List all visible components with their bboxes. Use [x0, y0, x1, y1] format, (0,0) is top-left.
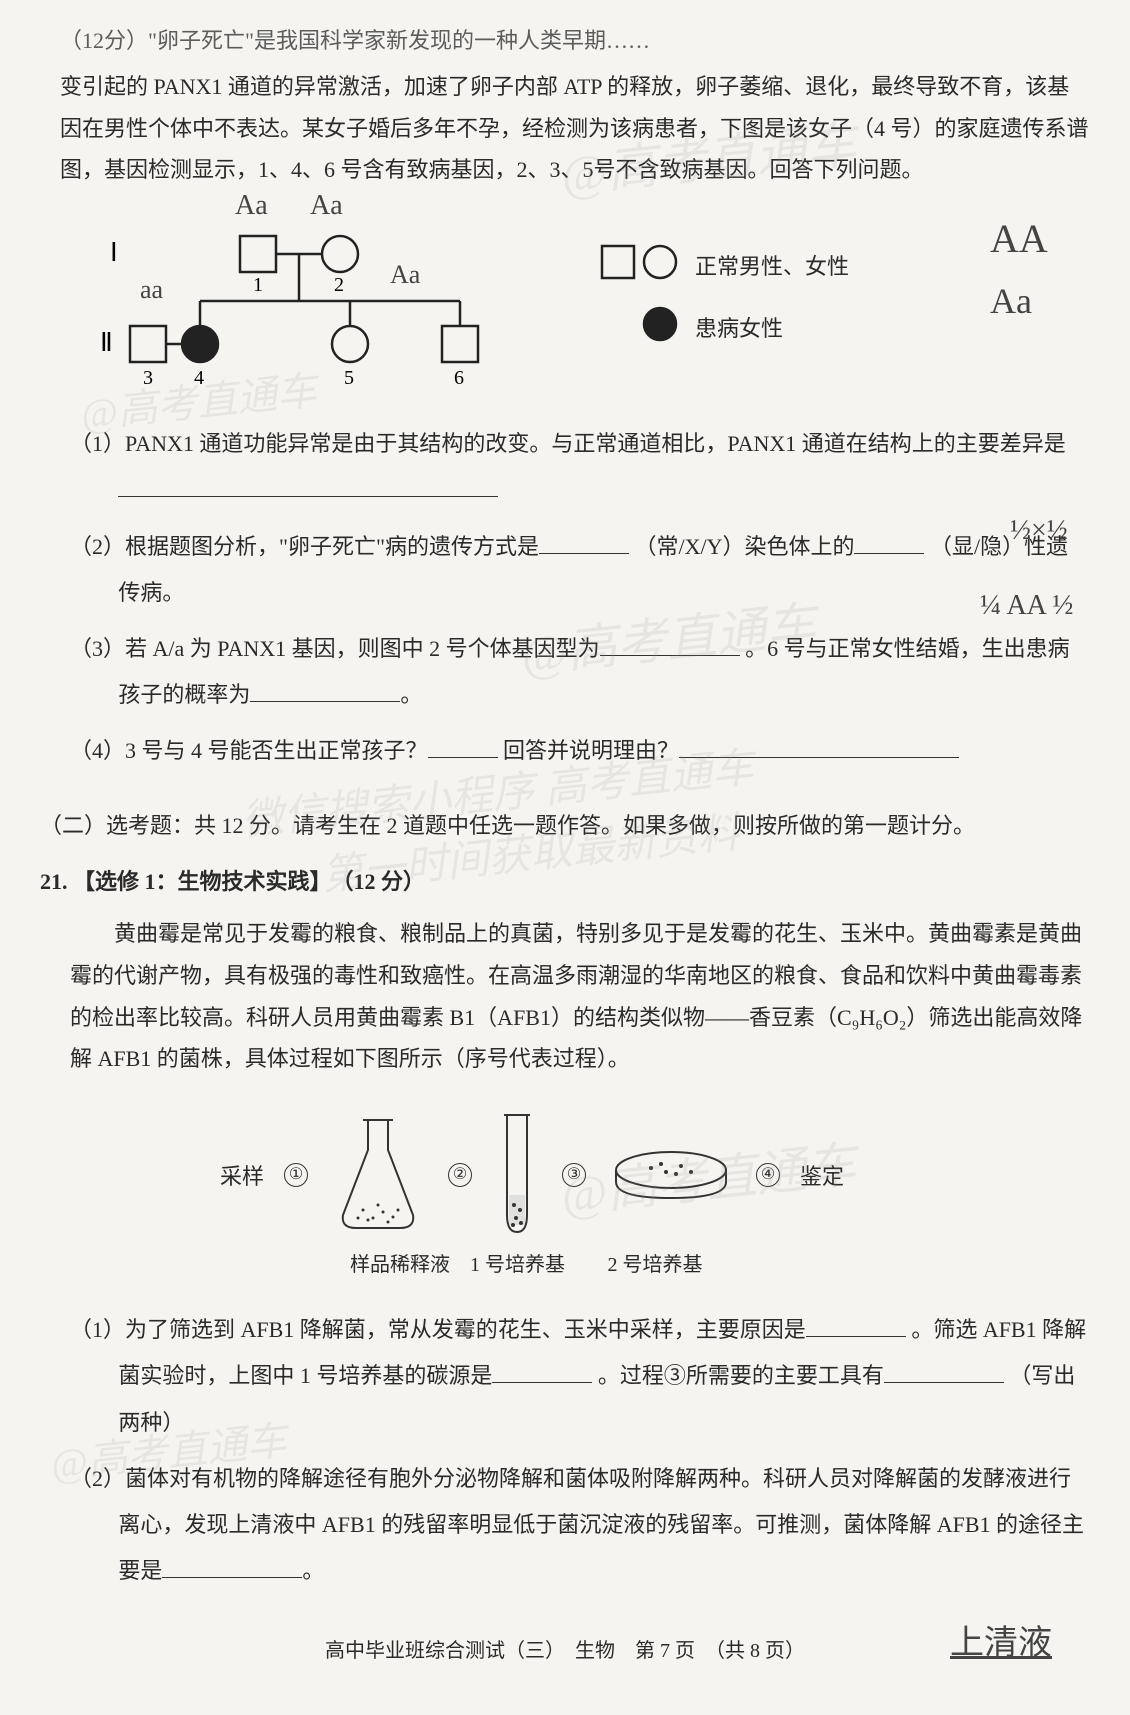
- pedigree-label-5: 5: [344, 367, 354, 389]
- intro-partial: （12分）"卵子死亡"是我国科学家新发现的一种人类早期……: [60, 20, 1090, 62]
- blank: [118, 475, 498, 497]
- page-footer: 高中毕业班综合测试（三） 生物 第 7 页 （共 8 页）: [40, 1634, 1090, 1663]
- blank: [162, 1556, 302, 1578]
- blank: [854, 532, 924, 554]
- pedigree-label-1: 1: [253, 274, 263, 296]
- label-medium1: 1 号培养基: [465, 1248, 570, 1277]
- q21-paragraph: 黄曲霉是常见于发霉的粮食、粮制品上的真菌，特别多见于是发霉的花生、玉米中。黄曲霉…: [70, 913, 1090, 1080]
- blank: [884, 1361, 1004, 1383]
- q2a-text: （2）根据题图分析，"卵子死亡"病的遗传方式是: [70, 534, 539, 559]
- q21-title: 21. 【选修 1：生物技术实践】 （12 分）: [40, 861, 1090, 903]
- q21-sub2: （2）菌体对有机物的降解途径有胞外分泌物降解和菌体吸附降解两种。科研人员对降解菌…: [70, 1456, 1090, 1595]
- pedigree-label-3: 3: [143, 367, 153, 389]
- question-1: （1）PANX1 通道功能异常是由于其结构的改变。与正常通道相比，PANX1 通…: [70, 421, 1090, 513]
- screening-diagram: 采样 ① ② ③: [220, 1110, 1090, 1277]
- label-dilution: 样品稀释液: [335, 1248, 465, 1277]
- diagram-sampling-label: 采样: [220, 1159, 264, 1191]
- pedigree-male-3: [130, 326, 166, 362]
- q21-1a-text: （1）为了筛选到 AFB1 降解菌，常从发霉的花生、玉米中采样，主要原因是: [70, 1317, 806, 1342]
- legend-text-normal: 正常男性、女性: [695, 249, 849, 281]
- petri-dish-icon: [606, 1140, 736, 1210]
- question-3: （3）若 A/a 为 PANX1 基因，则图中 2 号个体基因型为 。6 号与正…: [70, 626, 1090, 718]
- blank: [539, 532, 629, 554]
- flask-icon: [328, 1110, 428, 1240]
- blank: [250, 680, 400, 702]
- step-1-icon: ①: [284, 1163, 308, 1187]
- test-tube-icon: [492, 1110, 542, 1240]
- step-3-icon: ③: [562, 1163, 586, 1187]
- pedigree-label-4: 4: [194, 367, 204, 389]
- legend-symbols-normal: [600, 244, 680, 286]
- legend-symbols-affected: [600, 306, 680, 348]
- pedigree-female-5: [332, 326, 368, 362]
- pedigree-legend: 正常男性、女性 患病女性: [600, 244, 849, 368]
- step-4-icon: ④: [756, 1163, 780, 1187]
- legend-row-affected: 患病女性: [600, 306, 849, 348]
- pedigree-label-2: 2: [334, 274, 344, 296]
- pedigree-female-affected-4: [182, 326, 218, 362]
- label-medium2: 2 号培养基: [570, 1248, 740, 1277]
- pedigree-male-6: [442, 326, 478, 362]
- blank: [600, 634, 740, 656]
- pedigree-chart: Ⅰ 1 2 Ⅱ 3 4 5: [100, 216, 520, 396]
- intro-paragraph: 变引起的 PANX1 通道的异常激活，加速了卵子内部 ATP 的释放，卵子萎缩、…: [60, 66, 1090, 191]
- blank: [806, 1315, 906, 1337]
- legend-text-affected: 患病女性: [695, 311, 783, 343]
- question-2: （2）根据题图分析，"卵子死亡"病的遗传方式是 （常/X/Y）染色体上的 （显/…: [70, 524, 1090, 616]
- section2-header: （二）选考题：共 12 分。请考生在 2 道题中任选一题作答。如果多做，则按所做…: [40, 805, 1090, 847]
- pedigree-female-2: [322, 236, 358, 272]
- pedigree-svg: Ⅰ 1 2 Ⅱ 3 4 5: [100, 216, 520, 406]
- q21-sub1: （1）为了筛选到 AFB1 降解菌，常从发霉的花生、玉米中采样，主要原因是 。筛…: [70, 1307, 1090, 1446]
- step-2-icon: ②: [448, 1163, 472, 1187]
- q2b-text: （常/X/Y）染色体上的: [634, 534, 854, 559]
- pedigree-section: Ⅰ 1 2 Ⅱ 3 4 5: [100, 216, 1090, 396]
- blank: [492, 1361, 592, 1383]
- pedigree-label-6: 6: [454, 367, 464, 389]
- q1-text: （1）PANX1 通道功能异常是由于其结构的改变。与正常通道相比，PANX1 通…: [70, 431, 1066, 456]
- q4b-text: 回答并说明理由？: [503, 738, 679, 763]
- question-4: （4）3 号与 4 号能否生出正常孩子？ 回答并说明理由？: [70, 728, 1090, 774]
- diagram-identify-label: 鉴定: [800, 1159, 844, 1191]
- q3a-text: （3）若 A/a 为 PANX1 基因，则图中 2 号个体基因型为: [70, 636, 600, 661]
- pedigree-male-1: [240, 236, 276, 272]
- gen1-label: Ⅰ: [110, 238, 118, 267]
- q4a-text: （4）3 号与 4 号能否生出正常孩子？: [70, 738, 428, 763]
- q21-1c-text: 。过程③所需要的主要工具有: [598, 1363, 884, 1388]
- legend-row-normal: 正常男性、女性: [600, 244, 849, 286]
- blank: [428, 736, 498, 758]
- blank: [679, 736, 959, 758]
- gen2-label: Ⅱ: [100, 328, 113, 357]
